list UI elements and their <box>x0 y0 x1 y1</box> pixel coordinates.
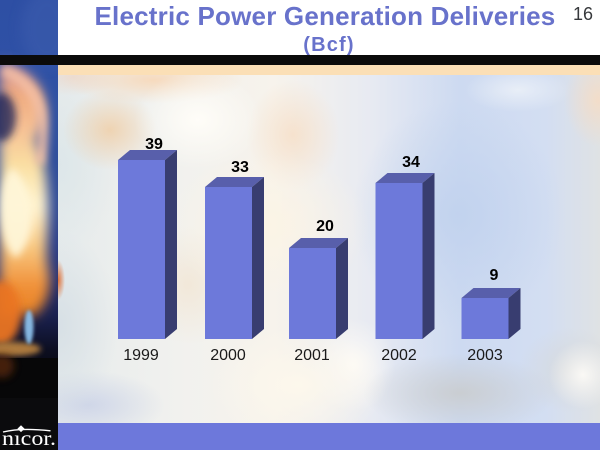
svg-text:nıcor.: nıcor. <box>2 426 56 450</box>
